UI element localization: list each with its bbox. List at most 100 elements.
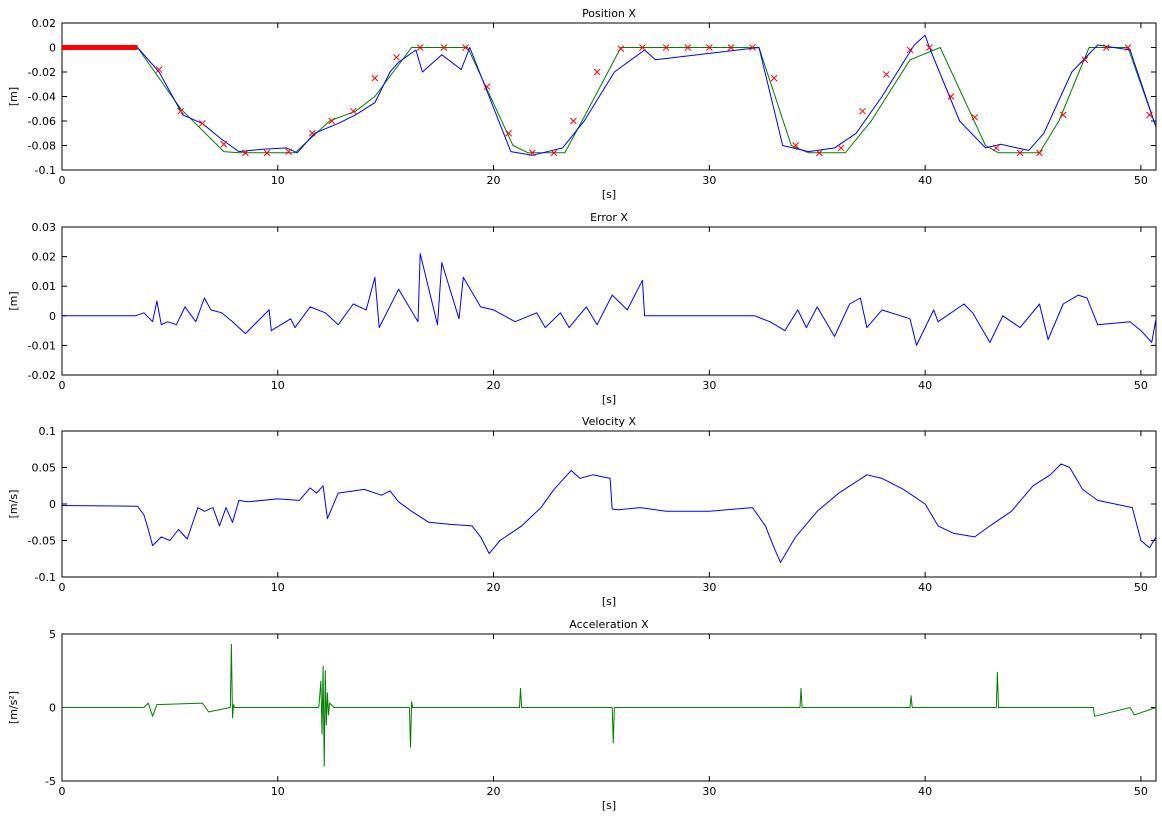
- x-tick-label: 30: [702, 379, 716, 392]
- panel-2: Error X 0 10 20 30 40 50 -0.02 -0.01 0 0.01 0.02 0.0…: [7, 211, 1157, 406]
- waypoint-marker: [816, 149, 823, 157]
- panel-1: Position X 0 10 20 30 40 50 -0.1 -0.08 -0.06 -0.04…: [7, 7, 1157, 201]
- x-tick-label: 20: [487, 785, 501, 798]
- waypoint-marker: [947, 93, 955, 100]
- x-tick-label: 50: [1134, 785, 1148, 798]
- y-axis-label: [m]: [7, 291, 20, 310]
- chart-title: Position X: [582, 7, 636, 20]
- waypoint-marker: [483, 83, 491, 91]
- y-tick-label: 0: [49, 498, 56, 511]
- y-axis-label: [m/s]: [7, 490, 20, 519]
- waypoint-marker: [529, 149, 536, 157]
- y-tick-label: -0.08: [28, 140, 56, 153]
- x-tick-label: 20: [487, 581, 501, 594]
- waypoint-marker: [328, 117, 336, 125]
- y-tick-label: -5: [45, 775, 56, 788]
- x-tick-label: 20: [487, 379, 501, 392]
- waypoint-marker: [263, 149, 271, 157]
- waypoint-marker: [349, 107, 357, 115]
- waypoint-marker: [462, 44, 469, 51]
- waypoint-marker: [662, 44, 670, 51]
- y-tick-label: 0: [49, 702, 56, 715]
- y-tick-label: -0.1: [35, 571, 56, 584]
- waypoint-marker: [1146, 111, 1153, 119]
- waypoint-marker: [393, 53, 400, 61]
- chart-title: Velocity X: [582, 415, 637, 428]
- y-tick-label: -0.1: [35, 164, 56, 177]
- x-tick-label: 0: [59, 785, 66, 798]
- waypoint-marker: [792, 142, 800, 149]
- waypoint-marker: [639, 44, 646, 51]
- y-axis-label: [m]: [7, 87, 20, 106]
- chart-title: Acceleration X: [569, 618, 649, 631]
- x-tick-label: 40: [918, 581, 932, 594]
- x-tick-label: 0: [59, 174, 66, 187]
- plot-area: [62, 253, 1156, 346]
- waypoint-marker: [770, 74, 778, 82]
- waypoint-marker: [1103, 44, 1110, 51]
- series-line-error: [62, 253, 1156, 346]
- waypoint-marker: [220, 140, 228, 148]
- x-tick-label: 0: [59, 581, 66, 594]
- series-line-velocity: [62, 463, 1156, 563]
- x-axis-label: [s]: [602, 595, 616, 608]
- panel-3: Velocity X 0 10 20 30 40 50 -0.1 -0.05 0 0.05 0.1 [s…: [7, 415, 1157, 608]
- panel-4: Acceleration X0 10 20 30 40 50-505[s][m/s²]: [7, 618, 1157, 812]
- waypoint-marker: [926, 44, 933, 51]
- axes-box: [61, 22, 1157, 171]
- waypoint-marker: [882, 71, 890, 78]
- waypoint-marker: [837, 144, 845, 152]
- x-tick-label: 10: [271, 174, 285, 187]
- x-tick-label: 50: [1134, 379, 1148, 392]
- y-tick-label: -0.06: [28, 115, 56, 128]
- y-tick-label: -0.04: [28, 91, 56, 104]
- x-axis-label: [s]: [602, 393, 616, 406]
- y-tick-label: 5: [49, 628, 56, 641]
- x-tick-label: 50: [1134, 174, 1148, 187]
- x-tick-label: 30: [702, 174, 716, 187]
- x-axis-label: [s]: [602, 799, 616, 812]
- waypoint-marker: [1081, 56, 1089, 64]
- waypoint-marker: [684, 44, 692, 51]
- x-tick-label: 10: [271, 379, 285, 392]
- waypoint-marker: [1016, 149, 1024, 157]
- series-line-reference: [62, 47, 1156, 154]
- y-tick-label: -0.05: [28, 535, 56, 548]
- y-tick-label: 0.03: [32, 221, 57, 234]
- waypoint-marker: [727, 44, 735, 51]
- y-tick-label: 0: [49, 310, 56, 323]
- y-tick-label: -0.02: [28, 369, 56, 382]
- series-line-measured: [62, 34, 1156, 156]
- axes-box: [61, 430, 1157, 578]
- x-tick-label: 50: [1134, 581, 1148, 594]
- series-line-acceleration: [62, 643, 1156, 767]
- waypoint-marker: [1059, 111, 1067, 119]
- waypoint-marker: [593, 68, 601, 76]
- waypoint-marker: [617, 45, 625, 53]
- x-tick-label: 40: [918, 379, 932, 392]
- waypoint-marker: [308, 129, 316, 137]
- chart-title: Error X: [590, 211, 628, 224]
- x-tick-label: 30: [702, 581, 716, 594]
- waypoint-marker: [242, 149, 249, 157]
- y-tick-label: 0.1: [39, 425, 57, 438]
- plot-area: [62, 643, 1156, 767]
- waypoint-marker: [505, 129, 513, 137]
- waypoint-marker: [371, 74, 379, 82]
- waypoint-marker: [859, 107, 866, 115]
- waypoint-marker: [705, 44, 713, 51]
- x-tick-label: 40: [918, 785, 932, 798]
- waypoint-marker: [749, 44, 756, 51]
- waypoint-marker: [971, 113, 979, 121]
- y-tick-label: -0.01: [28, 339, 56, 352]
- waypoint-marker: [1124, 44, 1132, 51]
- y-tick-label: 0.02: [32, 251, 57, 264]
- x-tick-label: 20: [487, 174, 501, 187]
- x-axis-label: [s]: [602, 188, 616, 201]
- x-tick-label: 30: [702, 785, 716, 798]
- x-tick-label: 40: [918, 174, 932, 187]
- plot-area: [62, 463, 1156, 563]
- waypoint-marker: [992, 144, 1000, 152]
- waypoint-marker: [198, 120, 206, 127]
